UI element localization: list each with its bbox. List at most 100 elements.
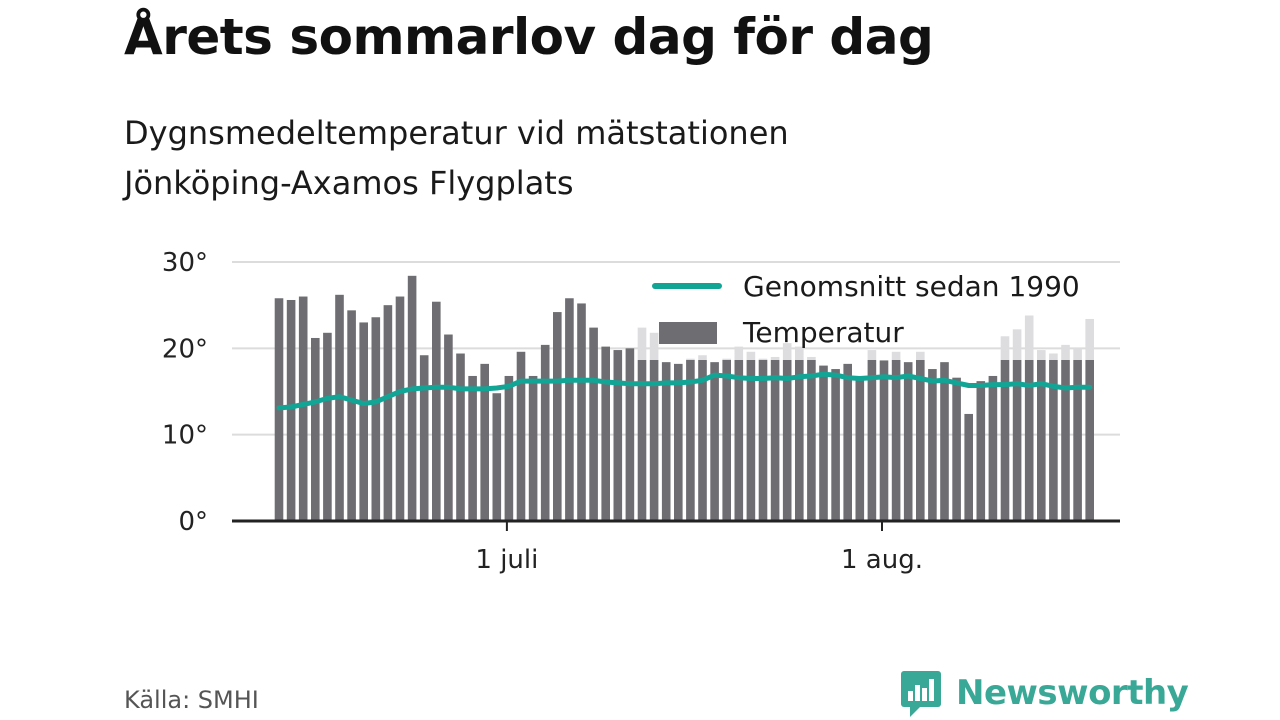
temperature-bar-faded bbox=[1061, 344, 1070, 360]
temperature-bar bbox=[359, 322, 368, 521]
temperature-bar-faded bbox=[770, 356, 780, 360]
temperature-bar bbox=[674, 363, 683, 521]
temperature-bar bbox=[407, 275, 417, 521]
temperature-bar bbox=[649, 360, 659, 521]
temperature-bar bbox=[613, 350, 623, 521]
temperature-bar bbox=[782, 360, 792, 521]
temperature-bar bbox=[928, 369, 937, 521]
temperature-bar-faded bbox=[1073, 348, 1082, 360]
temperature-bar bbox=[456, 353, 465, 521]
temperature-bar bbox=[940, 362, 949, 521]
temperature-bar-faded bbox=[698, 355, 707, 360]
temperature-bar bbox=[480, 363, 489, 521]
temperature-bar bbox=[661, 362, 671, 521]
temperature-bar bbox=[432, 301, 441, 521]
chart-subtitle: Dygnsmedeltemperatur vid mätstationen Jö… bbox=[124, 108, 1024, 208]
temperature-bar-faded bbox=[686, 358, 695, 360]
temperature-bar bbox=[770, 360, 780, 521]
temperature-bar bbox=[492, 393, 502, 521]
temperature-bar bbox=[383, 305, 393, 521]
temperature-bar-faded bbox=[1037, 350, 1046, 360]
average-line bbox=[276, 371, 1093, 411]
legend-bar-swatch bbox=[659, 322, 717, 344]
temperature-bar bbox=[710, 362, 719, 521]
temperature-bar-faded bbox=[916, 351, 925, 360]
chart-title: Årets sommarlov dag för dag bbox=[124, 8, 934, 66]
temperature-bar bbox=[637, 360, 647, 521]
temperature-bar bbox=[1061, 360, 1070, 521]
temperature-bar bbox=[976, 381, 986, 521]
temperature-bar-faded bbox=[637, 327, 647, 360]
temperature-bar bbox=[903, 362, 913, 521]
temperature-bar-faded bbox=[758, 358, 768, 360]
temperature-bar-faded bbox=[782, 343, 792, 360]
subtitle-line-2: Jönköping-Axamos Flygplats bbox=[124, 164, 574, 202]
temperature-bar bbox=[589, 327, 598, 521]
temperature-bar bbox=[843, 363, 852, 521]
subtitle-line-1: Dygnsmedeltemperatur vid mätstationen bbox=[124, 114, 789, 152]
temperature-bar bbox=[746, 360, 756, 521]
temperature-bar bbox=[323, 332, 332, 521]
brand-name: Newsworthy bbox=[956, 673, 1189, 713]
bar-series bbox=[274, 275, 1094, 521]
average-line-series bbox=[276, 371, 1093, 411]
temperature-bar-faded bbox=[795, 346, 804, 360]
legend-bar-label: Temperatur bbox=[742, 316, 904, 349]
temperature-bar bbox=[1049, 360, 1058, 521]
temperature-bar-faded bbox=[807, 356, 816, 360]
temperature-bar bbox=[734, 360, 744, 521]
temperature-bar bbox=[1085, 360, 1094, 521]
temperature-bar bbox=[686, 360, 695, 521]
temperature-bar bbox=[831, 369, 840, 521]
temperature-bar bbox=[1073, 360, 1082, 521]
temperature-bar bbox=[565, 298, 574, 521]
temperature-bar bbox=[286, 299, 296, 521]
temperature-bar-faded bbox=[649, 332, 659, 360]
temperature-bar-faded bbox=[1049, 353, 1058, 360]
temperature-bar-faded bbox=[734, 346, 744, 360]
temperature-bar bbox=[577, 303, 586, 521]
temperature-bar bbox=[807, 360, 816, 521]
temperature-bar bbox=[698, 360, 707, 521]
axes: 0° 10° 20° 30° 1 juli 1 aug. bbox=[162, 248, 1120, 575]
x-tick-label: 1 juli bbox=[475, 545, 538, 575]
temperature-bar bbox=[444, 334, 453, 521]
temperature-bar bbox=[601, 346, 610, 521]
temperature-bar-faded bbox=[867, 350, 877, 360]
temperature-bar bbox=[988, 375, 998, 521]
temperature-bar bbox=[722, 360, 731, 521]
temperature-bar bbox=[916, 360, 925, 521]
temperature-bar-faded bbox=[722, 358, 731, 360]
temperature-bar bbox=[855, 377, 865, 521]
brand-logo[interactable]: Newsworthy bbox=[900, 668, 1189, 718]
temperature-bar bbox=[1000, 360, 1010, 521]
temperature-bar bbox=[468, 375, 477, 521]
y-tick-label: 10° bbox=[162, 421, 208, 451]
temperature-bar bbox=[504, 375, 514, 521]
temperature-bar bbox=[819, 365, 828, 521]
temperature-bar bbox=[395, 296, 405, 521]
temperature-bar bbox=[1024, 360, 1034, 521]
temperature-bar bbox=[553, 312, 562, 521]
temperature-bar bbox=[964, 413, 973, 521]
temperature-bar bbox=[419, 355, 429, 521]
temperature-bar bbox=[540, 344, 550, 521]
temperature-bar bbox=[311, 337, 320, 521]
legend: Genomsnitt sedan 1990 Temperatur bbox=[652, 270, 1080, 349]
temperature-bar bbox=[952, 377, 961, 521]
y-tick-label: 20° bbox=[162, 334, 208, 364]
temperature-bar-faded bbox=[1012, 329, 1022, 360]
y-tick-label: 30° bbox=[162, 248, 208, 278]
temperature-bar bbox=[335, 294, 344, 521]
temperature-bar bbox=[879, 360, 889, 521]
temperature-bar bbox=[625, 348, 635, 521]
temperature-bar bbox=[1037, 360, 1046, 521]
temperature-bar bbox=[1012, 360, 1022, 521]
temperature-bar bbox=[795, 360, 804, 521]
temperature-bar bbox=[298, 296, 308, 521]
x-tick-label: 1 aug. bbox=[841, 545, 923, 575]
newsworthy-logo-icon bbox=[901, 671, 941, 717]
y-tick-label: 0° bbox=[178, 507, 208, 537]
source-note: Källa: SMHI bbox=[124, 686, 259, 714]
